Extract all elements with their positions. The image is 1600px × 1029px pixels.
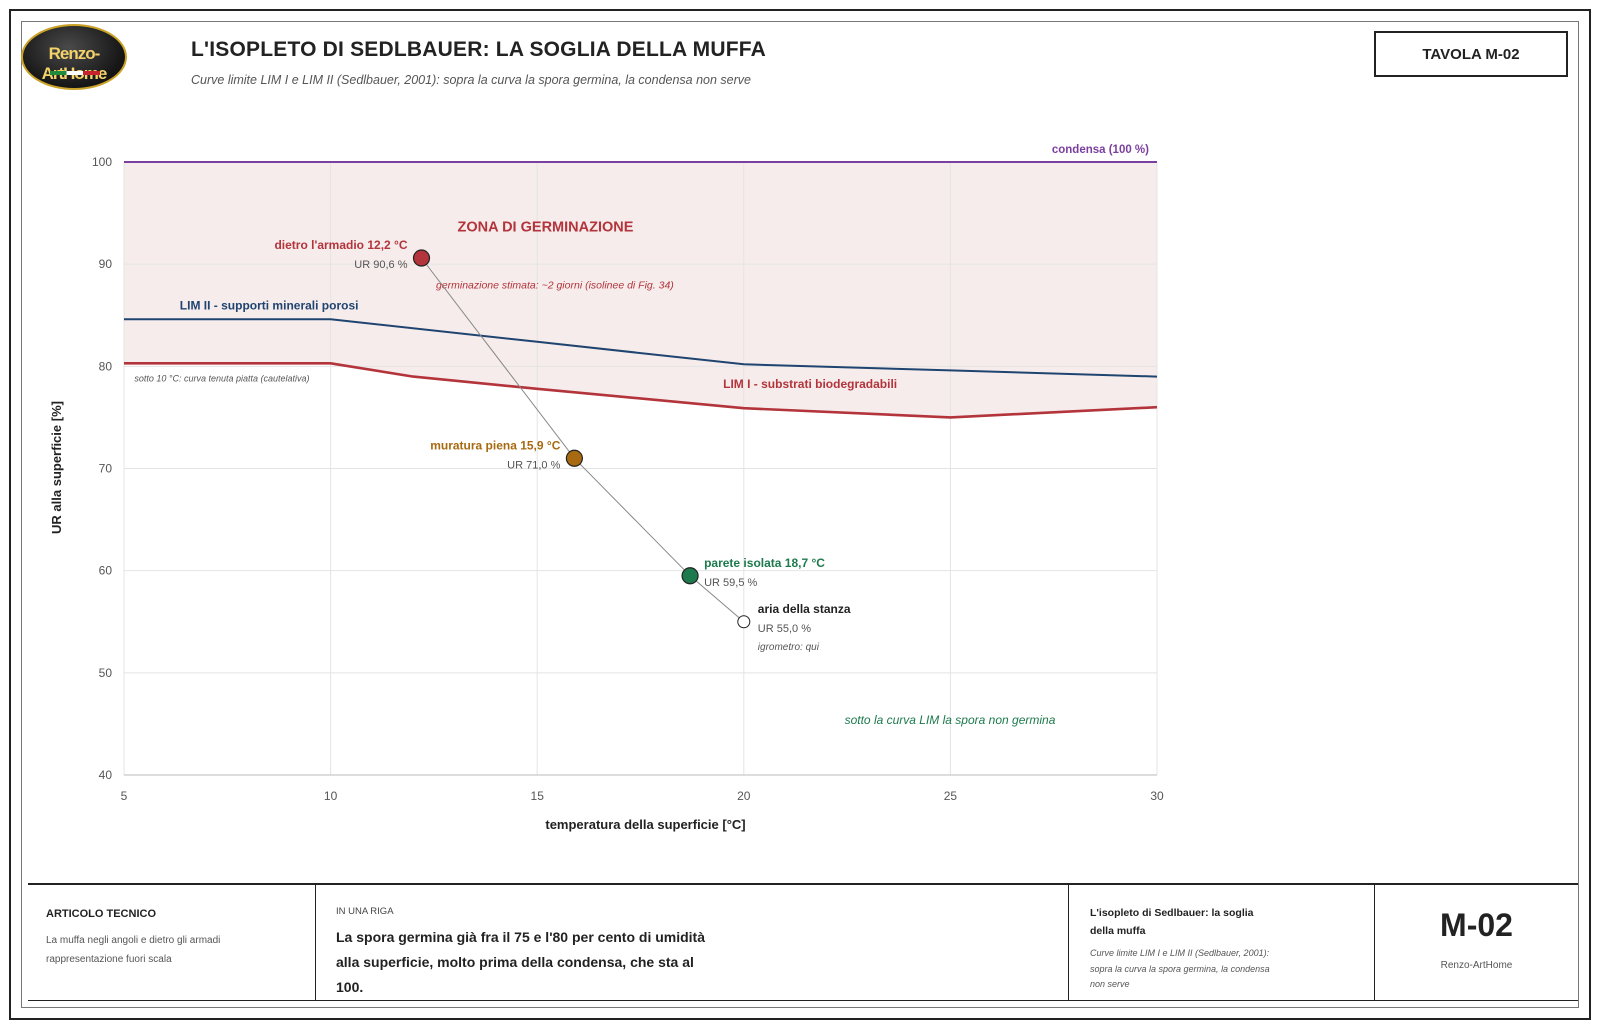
footer-code-text: M-02 xyxy=(1440,907,1513,943)
point-label: dietro l'armadio 12,2 °C xyxy=(274,238,407,252)
data-point xyxy=(681,567,699,585)
y-tick-label: 80 xyxy=(99,359,113,373)
footer-caption-title: L'isopleto di Sedlbauer: la soglia della… xyxy=(1090,907,1254,937)
outer-frame xyxy=(9,9,1591,1020)
point-note: igrometro: qui xyxy=(758,642,820,653)
y-tick-label: 40 xyxy=(99,768,113,782)
footer-caption-sub: Curve limite LIM I e LIM II (Sedlbauer, … xyxy=(1090,948,1270,989)
isopleth-chart: 5 10 15 20 25 30 40 50 60 70 80 90 100 temperatura de… xyxy=(49,144,1164,832)
flat-note: sotto 10 °C: curva tenuta piatta (cautel… xyxy=(134,374,309,384)
point-value: UR 90,6 % xyxy=(354,259,407,271)
footer-article-line1: La muffa negli angoli e dietro gli armad… xyxy=(46,935,221,946)
x-axis-label: temperatura della superficie [°C] xyxy=(545,817,745,832)
zone-label: ZONA DI GERMINAZIONE xyxy=(458,219,634,235)
germination-zone xyxy=(124,162,1157,418)
x-tick-label: 15 xyxy=(531,789,545,803)
footer: ARTICOLO TECNICO La muffa negli angoli e… xyxy=(28,883,1578,1001)
footer-code: M-02 Renzo-ArtHome xyxy=(1374,885,1578,1000)
x-tick-label: 20 xyxy=(737,789,751,803)
point-label: parete isolata 18,7 °C xyxy=(704,556,825,570)
germination-note: germinazione stimata: ~2 giorni (isoline… xyxy=(436,280,674,292)
lim1-line xyxy=(124,361,1158,419)
italian-flag-icon xyxy=(50,71,100,75)
footer-summary-head: IN UNA RIGA xyxy=(336,906,394,917)
footer-brand: Renzo-ArtHome xyxy=(1440,960,1513,971)
lim2-label: LIM II - supporti minerali porosi xyxy=(180,298,359,312)
condensa-label: condensa (100 %) xyxy=(1052,144,1149,156)
gradient-path xyxy=(421,257,745,623)
inner-frame xyxy=(21,21,1579,1008)
footer-article-head: ARTICOLO TECNICO xyxy=(46,908,156,920)
point-label: aria della stanza xyxy=(758,602,851,616)
y-tick-label: 100 xyxy=(92,155,112,169)
y-tick-label: 60 xyxy=(99,564,113,578)
x-tick-label: 30 xyxy=(1150,789,1164,803)
point-value: UR 59,5 % xyxy=(704,577,757,589)
page-subtitle: Curve limite LIM I e LIM II (Sedlbauer, … xyxy=(191,73,752,87)
footer-caption: L'isopleto di Sedlbauer: la soglia della… xyxy=(1068,885,1374,1000)
footer-summary: IN UNA RIGA La spora germina già fra il … xyxy=(315,885,1068,1000)
point-label: muratura piena 15,9 °C xyxy=(430,438,561,452)
point-value: UR 55,0 % xyxy=(758,623,811,635)
data-point xyxy=(565,449,583,467)
y-tick-label: 70 xyxy=(99,462,113,476)
x-tick-label: 5 xyxy=(121,789,128,803)
x-tick-label: 10 xyxy=(324,789,338,803)
lim2-line xyxy=(124,318,1158,378)
footer-summary-body: La spora germina già fra il 75 e l'80 pe… xyxy=(336,929,705,995)
brand-logo: Renzo-ArtHome xyxy=(21,24,127,90)
y-tick-label: 90 xyxy=(99,257,113,271)
footer-article-line2: rappresentazione fuori scala xyxy=(46,954,172,965)
point-value: UR 71,0 % xyxy=(507,459,560,471)
x-tick-label: 25 xyxy=(944,789,958,803)
below-note: sotto la curva LIM la spora non germina xyxy=(845,713,1056,727)
data-point xyxy=(412,249,431,267)
y-axis-label: UR alla superficie [%] xyxy=(49,401,64,534)
tavola-badge: TAVOLA M-02 xyxy=(1374,31,1568,77)
footer-article: ARTICOLO TECNICO La muffa negli angoli e… xyxy=(28,885,315,1000)
data-point xyxy=(737,615,751,629)
lim1-label: LIM I - substrati biodegradabili xyxy=(723,377,897,391)
y-tick-label: 50 xyxy=(99,666,113,680)
page-title: L'ISOPLETO DI SEDLBAUER: LA SOGLIA DELLA… xyxy=(191,38,766,61)
